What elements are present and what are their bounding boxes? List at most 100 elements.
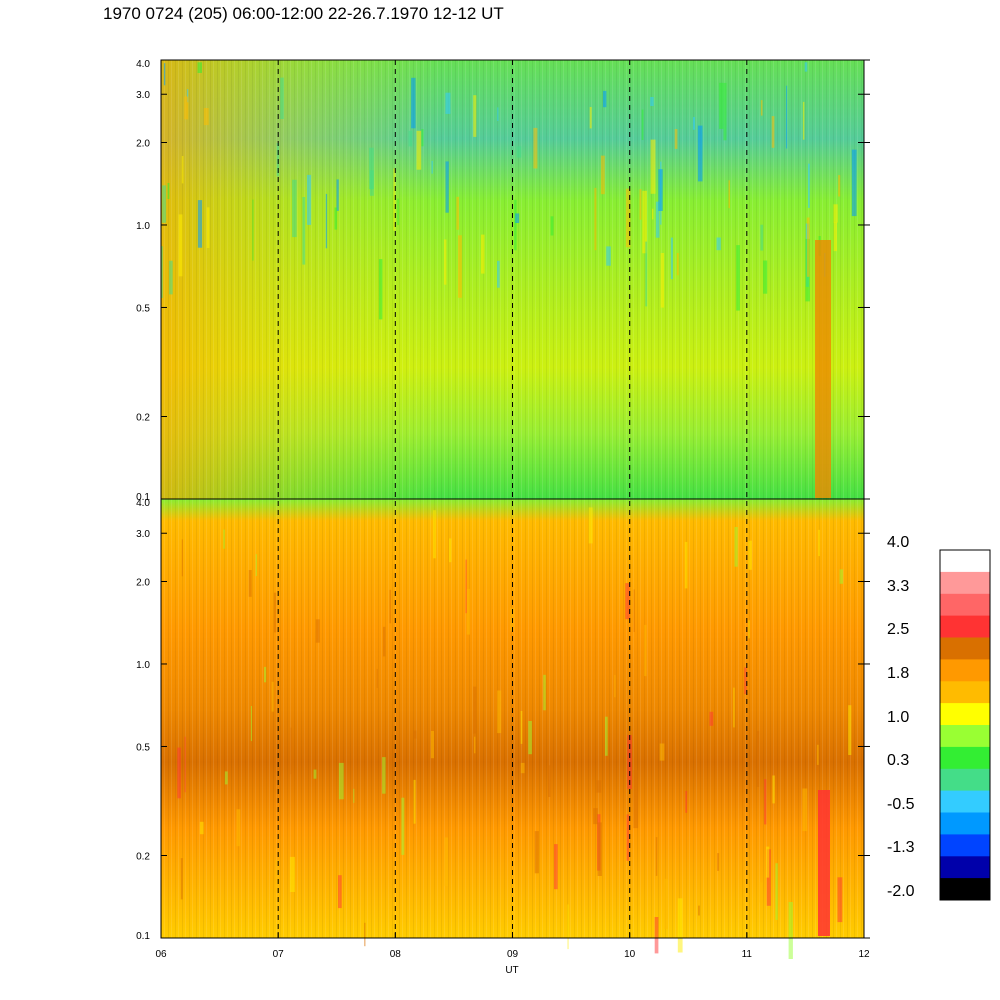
texture-streak xyxy=(744,667,747,695)
texture-streak xyxy=(717,853,720,871)
texture-streak xyxy=(660,253,665,308)
lower-y-axis: 4.0 3.0 2.0 1.0 0.5 0.2 0.1 xyxy=(136,498,870,942)
texture-streak xyxy=(588,507,593,544)
texture-streak xyxy=(186,89,189,103)
texture-streak xyxy=(497,107,499,121)
texture-streak xyxy=(597,822,602,876)
texture-streak xyxy=(411,77,416,129)
texture-streak xyxy=(184,96,189,120)
texture-streak xyxy=(851,149,857,217)
texture-streak xyxy=(626,814,630,861)
colorbar-label: 0.3 xyxy=(887,752,910,770)
texture-streak xyxy=(236,809,241,847)
texture-streak xyxy=(184,736,186,793)
texture-streak xyxy=(786,85,788,149)
texture-streak xyxy=(382,757,386,794)
texture-streak xyxy=(481,234,485,274)
texture-streak xyxy=(161,246,163,298)
texture-streak xyxy=(497,690,502,734)
texture-streak xyxy=(274,860,280,892)
x-tick-label: 12 xyxy=(858,949,870,960)
texture-streak xyxy=(338,875,342,909)
texture-streak xyxy=(473,686,477,734)
colorbar-swatch xyxy=(940,571,990,595)
texture-streak xyxy=(655,837,658,876)
texture-streak xyxy=(655,201,660,238)
texture-streak xyxy=(614,674,616,698)
texture-streak xyxy=(473,95,477,137)
texture-streak xyxy=(325,193,328,249)
texture-streak xyxy=(401,797,405,855)
y-tick-label: 1.0 xyxy=(136,660,150,671)
texture-streak xyxy=(639,189,642,220)
y-tick-label: 0.1 xyxy=(136,492,150,503)
colorbar-swatch xyxy=(940,834,990,857)
texture-streak xyxy=(408,130,413,147)
colorbar-swatch xyxy=(940,681,990,704)
colorbar-swatch xyxy=(940,768,990,792)
texture-streak xyxy=(465,559,467,614)
texture-streak xyxy=(808,163,810,208)
texture-streak xyxy=(520,762,525,774)
x-tick-label: 08 xyxy=(390,949,402,960)
colorbar-swatch xyxy=(940,703,990,726)
texture-streak xyxy=(603,90,607,108)
colorbar-swatch xyxy=(940,550,990,573)
texture-streak xyxy=(760,100,763,116)
y-tick-label: 2.0 xyxy=(136,139,150,150)
texture-streak xyxy=(633,589,635,632)
texture-streak xyxy=(180,858,183,900)
texture-streak xyxy=(756,730,760,787)
texture-streak xyxy=(802,788,808,832)
texture-streak xyxy=(641,109,644,140)
texture-streak xyxy=(674,129,678,149)
texture-streak xyxy=(625,583,630,620)
colorbar-swatch xyxy=(940,637,990,660)
texture-streak xyxy=(723,82,727,141)
colorbar-label: 4.0 xyxy=(887,534,910,551)
texture-streak xyxy=(593,808,598,825)
texture-streak xyxy=(759,882,763,903)
texture-streak xyxy=(393,168,396,231)
texture-streak xyxy=(163,63,166,86)
colorbar-swatch xyxy=(940,593,990,617)
colorbar-label: -1.3 xyxy=(887,839,915,857)
texture-streak xyxy=(543,674,546,711)
texture-streak xyxy=(203,108,209,126)
upper-panel-features xyxy=(161,62,857,498)
texture-streak xyxy=(206,207,210,248)
texture-streak xyxy=(177,747,181,799)
texture-streak xyxy=(594,187,597,251)
y-tick-label: 1.0 xyxy=(136,221,150,232)
texture-streak xyxy=(685,790,688,813)
texture-streak xyxy=(389,589,392,624)
colorbar-swatch xyxy=(940,878,990,901)
texture-streak xyxy=(413,730,417,739)
x-axis-label: UT xyxy=(505,965,518,976)
texture-streak xyxy=(520,711,523,744)
texture-streak xyxy=(252,199,254,261)
texture-streak xyxy=(596,780,602,793)
texture-streak xyxy=(334,207,338,230)
texture-streak xyxy=(421,129,424,147)
texture-streak xyxy=(515,213,520,223)
texture-streak xyxy=(178,214,183,277)
texture-streak xyxy=(199,821,204,835)
texture-streak xyxy=(534,831,539,874)
texture-streak xyxy=(654,917,659,954)
colorbar-label: 2.5 xyxy=(887,621,910,639)
texture-streak xyxy=(802,101,805,140)
texture-streak xyxy=(650,97,654,106)
colorbar-swatch xyxy=(940,790,990,813)
colorbar-label: -2.0 xyxy=(887,883,915,900)
texture-streak xyxy=(670,237,673,280)
texture-streak xyxy=(658,169,663,211)
texture-streak xyxy=(431,160,433,174)
texture-streak xyxy=(181,539,183,577)
texture-streak xyxy=(466,588,470,635)
texture-streak xyxy=(848,705,852,755)
y-tick-label: 0.5 xyxy=(136,743,150,754)
texture-streak xyxy=(804,62,808,72)
colorbar-swatch xyxy=(940,812,990,835)
